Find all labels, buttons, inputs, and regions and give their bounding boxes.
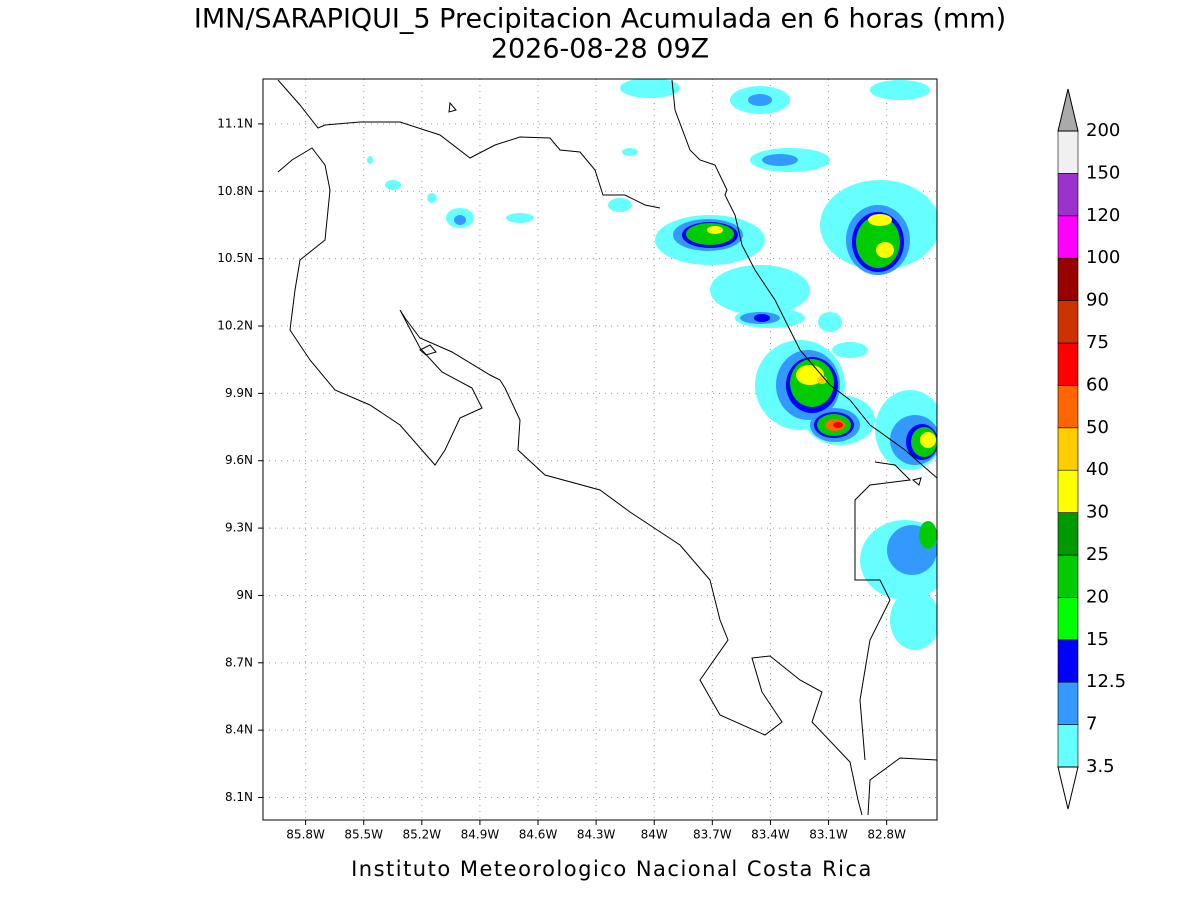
island bbox=[419, 344, 437, 356]
colorbar-label: 200 bbox=[1086, 120, 1120, 141]
x-tick-label: 84W bbox=[641, 828, 668, 842]
colorbar-box bbox=[1057, 342, 1079, 386]
x-tick-label: 85.5W bbox=[344, 828, 383, 842]
y-tick-label: 8.7N bbox=[225, 655, 253, 669]
map-frame bbox=[262, 78, 938, 821]
rain-cyan bbox=[367, 79, 937, 650]
colorbar-box bbox=[1057, 724, 1079, 768]
rain-light-blue bbox=[454, 94, 937, 575]
colorbar-label: 75 bbox=[1086, 332, 1109, 353]
x-tick-label: 85.8W bbox=[286, 828, 325, 842]
border bbox=[854, 461, 912, 761]
colorbar-box bbox=[1057, 130, 1079, 174]
x-tick-label: 84.6W bbox=[519, 828, 558, 842]
colorbar-box bbox=[1057, 597, 1079, 641]
colorbar-box bbox=[1057, 257, 1079, 301]
island bbox=[448, 101, 457, 113]
colorbar-box bbox=[1057, 215, 1079, 259]
subtitle: 2026-08-28 09Z bbox=[491, 34, 709, 65]
colorbar-above bbox=[1057, 88, 1079, 132]
coastline bbox=[277, 147, 863, 816]
colorbar-label: 15 bbox=[1086, 629, 1109, 650]
colorbar-box bbox=[1057, 385, 1079, 429]
colorbar-box bbox=[1057, 427, 1079, 471]
axes: 85.8W 85.5W 85.2W 84.9W 84.6W 84.3W 84W 83.7W 83… bbox=[217, 116, 906, 841]
colorbar-label: 3.5 bbox=[1086, 756, 1115, 777]
footer: Instituto Meteorologico Nacional Costa R… bbox=[351, 857, 873, 881]
y-tick-label: 10.2N bbox=[217, 319, 253, 333]
x-tick-label: 83.4W bbox=[751, 828, 790, 842]
colorbar-box bbox=[1057, 173, 1079, 217]
x-tick-label: 84.3W bbox=[577, 828, 616, 842]
x-tick-label: 84.9W bbox=[461, 828, 500, 842]
title: IMN/SARAPIQUI_5 Precipitacion Acumulada … bbox=[194, 4, 1006, 35]
coastline bbox=[867, 757, 937, 816]
y-tick-label: 9.3N bbox=[225, 521, 253, 535]
y-tick-label: 9.9N bbox=[225, 386, 253, 400]
coastlines bbox=[277, 79, 937, 816]
colorbar-label: 150 bbox=[1086, 162, 1120, 183]
y-tick-label: 9N bbox=[236, 588, 253, 602]
colorbar-box bbox=[1057, 512, 1079, 556]
colorbar-label: 60 bbox=[1086, 374, 1109, 395]
colorbar-box bbox=[1057, 554, 1079, 598]
coastline bbox=[671, 79, 937, 479]
colorbar-label: 40 bbox=[1086, 459, 1109, 480]
colorbar-label: 120 bbox=[1086, 205, 1120, 226]
y-tick-label: 10.5N bbox=[217, 251, 253, 265]
colorbar: 3.5 7 12.5 15 20 25 30 40 50 60 75 90 100 120 150 200 bbox=[1057, 88, 1126, 810]
colorbar-label: 30 bbox=[1086, 502, 1109, 523]
y-tick-label: 8.4N bbox=[225, 723, 253, 737]
x-tick-label: 83.7W bbox=[693, 828, 732, 842]
rain-orange bbox=[817, 376, 845, 431]
colorbar-label: 25 bbox=[1086, 544, 1109, 565]
colorbar-box bbox=[1057, 681, 1079, 725]
y-tick-label: 8.1N bbox=[225, 790, 253, 804]
colorbar-box bbox=[1057, 469, 1079, 513]
colorbar-box bbox=[1057, 300, 1079, 344]
x-tick-label: 82.8W bbox=[867, 828, 906, 842]
coastline bbox=[277, 79, 661, 209]
colorbar-label: 12.5 bbox=[1086, 671, 1126, 692]
colorbar-box bbox=[1057, 639, 1079, 683]
precipitation bbox=[367, 79, 937, 650]
colorbar-label: 50 bbox=[1086, 417, 1109, 438]
colorbar-label: 20 bbox=[1086, 586, 1109, 607]
colorbar-below bbox=[1057, 766, 1079, 810]
island bbox=[911, 477, 922, 486]
x-tick-label: 83.1W bbox=[809, 828, 848, 842]
x-tick-label: 85.2W bbox=[403, 828, 442, 842]
y-tick-label: 11.1N bbox=[217, 116, 253, 130]
grid bbox=[263, 79, 937, 820]
colorbar-label: 100 bbox=[1086, 247, 1120, 268]
colorbar-label: 7 bbox=[1086, 714, 1097, 735]
colorbar-label: 90 bbox=[1086, 290, 1109, 311]
y-tick-label: 10.8N bbox=[217, 184, 253, 198]
y-tick-label: 9.6N bbox=[225, 453, 253, 467]
